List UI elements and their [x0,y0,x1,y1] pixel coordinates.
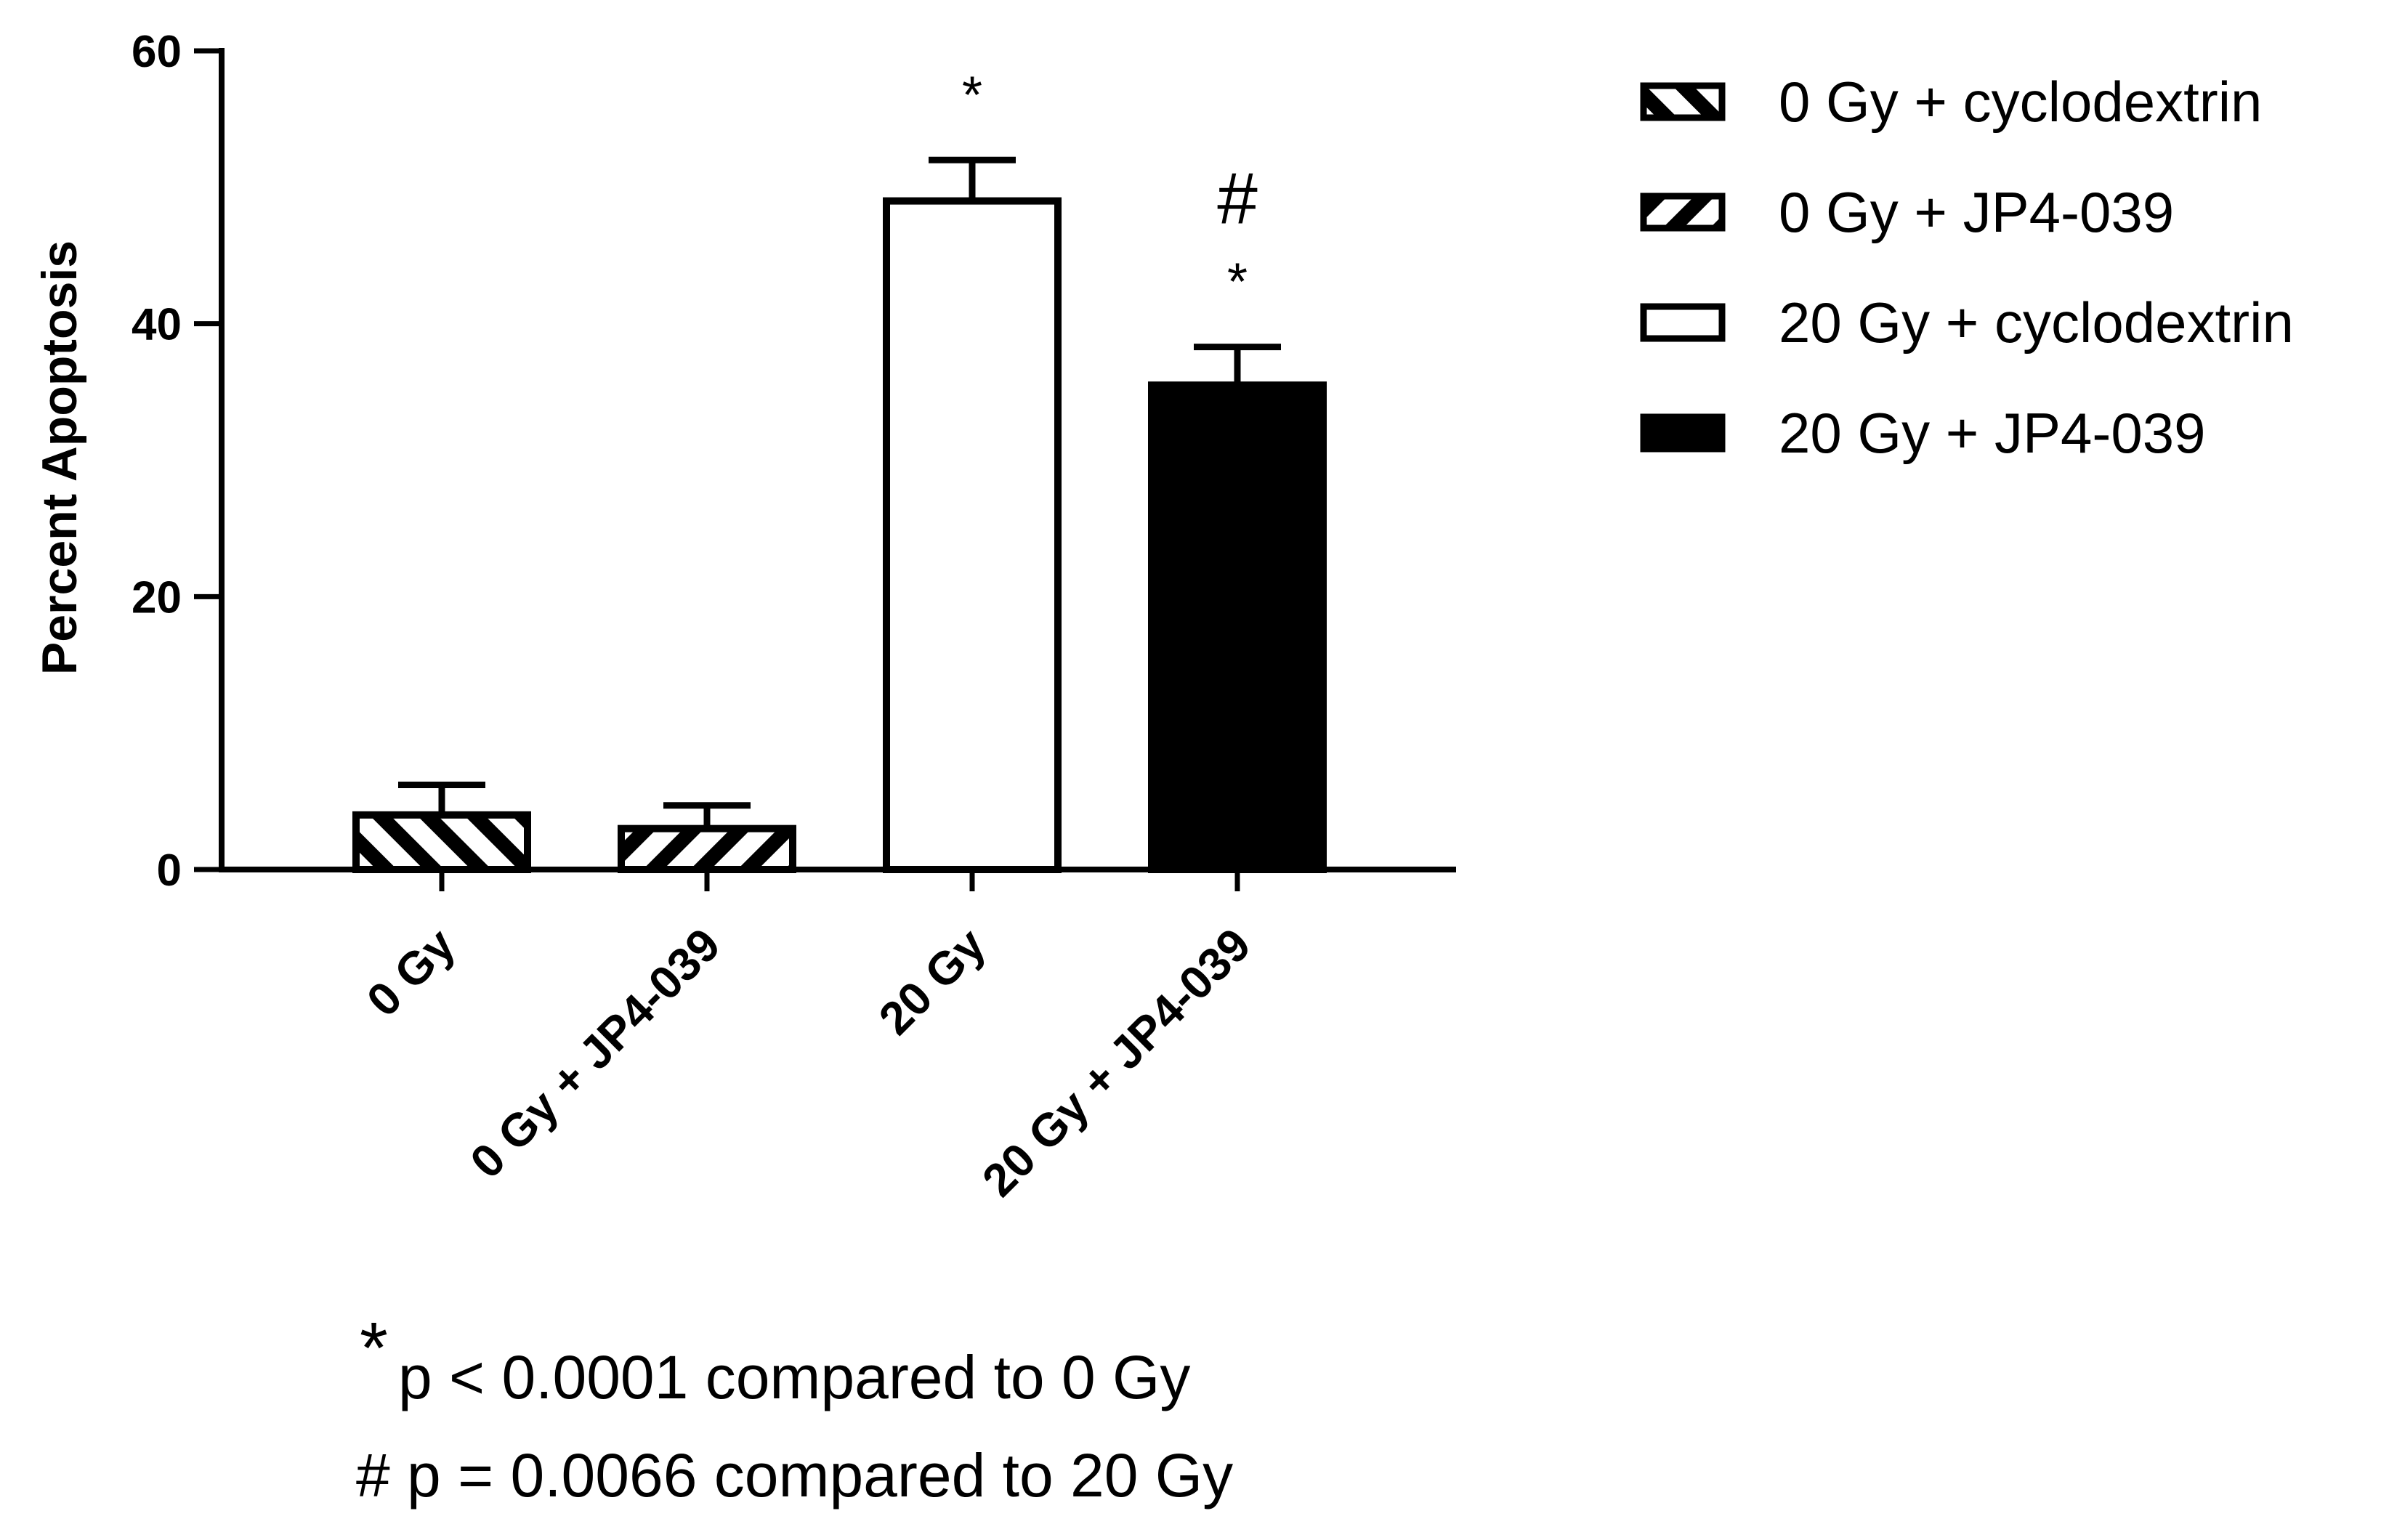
significance-marker-2-0: * [962,66,982,124]
legend-label-1: 0 Gy + JP4-039 [1779,180,2174,244]
significance-marker-3-1: * [1227,254,1248,312]
y-tick-label-3: 60 [132,27,182,77]
legend-label-3: 20 Gy + JP4-039 [1779,401,2206,465]
legend-swatch-3 [1640,413,1726,453]
footnotes: * p < 0.0001 compared to 0 Gy # p = 0.00… [356,1308,1233,1509]
legend: 0 Gy + cyclodextrin 0 Gy + JP4-039 20 Gy +… [1640,70,2294,465]
legend-swatch-1 [1640,192,1726,232]
x-tick-label-1: 0 Gy + JP4-039 [460,918,730,1188]
bars: * # * [352,66,1327,874]
y-tick-label-2: 40 [132,300,182,350]
bar-0 [352,811,531,874]
x-tick-label-3: 20 Gy + JP4-039 [972,918,1261,1207]
bar-1 [618,824,796,874]
legend-swatch-2 [1640,303,1726,342]
significance-marker-3-0: # [1217,158,1258,240]
footnote-star: * [360,1308,388,1389]
legend-swatch-0 [1640,82,1726,121]
legend-label-0: 0 Gy + cyclodextrin [1779,70,2262,134]
footnote-2: # p = 0.0066 compared to 20 Gy [356,1441,1233,1509]
y-tick-label-0: 0 [157,846,182,896]
bar-3 [1148,381,1327,873]
y-tick-label-1: 20 [132,572,182,623]
y-axis-ticks: 0 20 40 60 [132,27,222,896]
y-axis-label: Percent Apoptosis [32,240,87,675]
legend-label-2: 20 Gy + cyclodextrin [1779,291,2294,354]
x-tick-label-2: 20 Gy [869,918,995,1045]
bar-2 [883,197,1062,874]
x-tick-label-0: 0 Gy [357,918,465,1026]
footnote-1: p < 0.0001 compared to 0 Gy [398,1343,1190,1411]
